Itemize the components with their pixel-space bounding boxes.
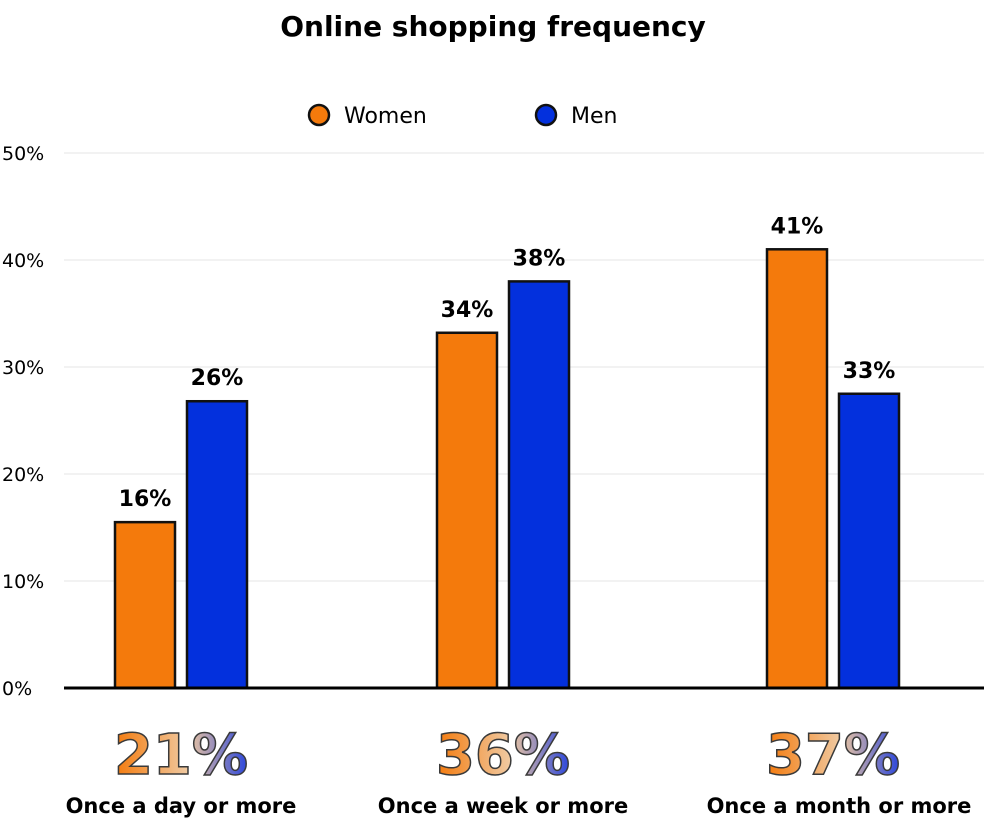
x-category-label: Once a month or more — [707, 794, 972, 818]
category-total-label: 36% — [436, 723, 570, 788]
x-category-label: Once a week or more — [378, 794, 628, 818]
bar-value-label: 16% — [119, 487, 172, 512]
bar-men — [185, 399, 249, 690]
bar-value-label: 26% — [191, 366, 244, 391]
bar-women — [113, 520, 177, 690]
x-category-label: Once a day or more — [66, 794, 297, 818]
legend-men-label: Men — [571, 104, 617, 129]
y-tick-label: 30% — [2, 357, 44, 379]
legend: Women Men — [307, 103, 617, 129]
y-tick-label: 20% — [2, 464, 44, 486]
bar-women — [765, 248, 829, 690]
bar-value-label: 41% — [771, 214, 824, 239]
y-tick-label: 10% — [2, 571, 44, 593]
y-tick-label: 0% — [2, 678, 32, 700]
chart-title: Online shopping frequency — [280, 10, 706, 43]
bar-women — [435, 331, 499, 690]
bar-men — [507, 280, 571, 690]
legend-women-label: Women — [344, 104, 427, 129]
y-tick-label: 50% — [2, 143, 44, 165]
legend-men-marker — [534, 103, 558, 127]
y-tick-label: 40% — [2, 250, 44, 272]
bar-value-label: 34% — [441, 298, 494, 323]
bars: 16% 26% 34% 38% 41% 33% — [113, 214, 901, 690]
bar-value-label: 33% — [843, 359, 896, 384]
category-total-label: 37% — [766, 723, 900, 788]
category-total-label: 21% — [114, 723, 248, 788]
legend-women-marker — [307, 103, 331, 127]
bar-men — [837, 392, 901, 690]
y-axis-ticks: 0% 10% 20% 30% 40% 50% — [2, 143, 44, 700]
category-labels: 21% Once a day or more 36% Once a week or m… — [66, 722, 972, 818]
bar-value-label: 38% — [513, 246, 566, 271]
